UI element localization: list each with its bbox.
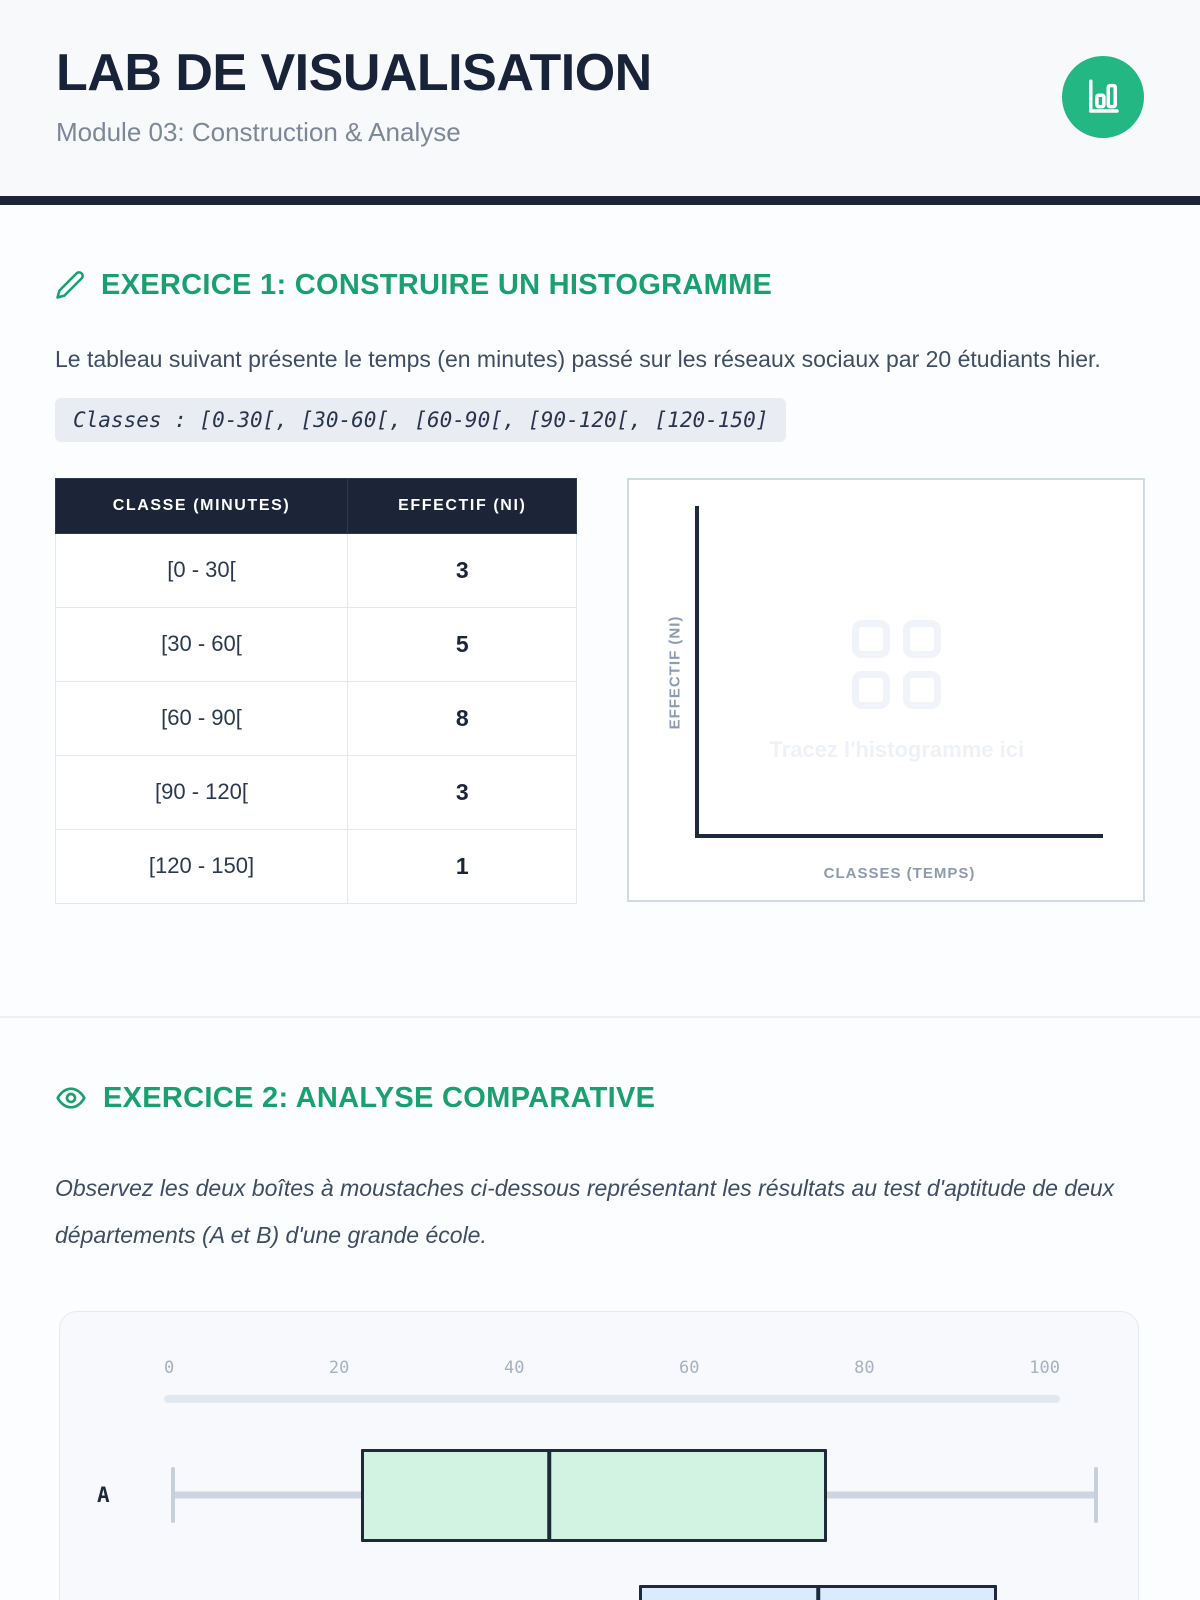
class-cell: [120 - 150]	[54, 828, 349, 904]
exercise-1-section: EXERCICE 1: CONSTRUIRE UN HISTOGRAMME Le…	[54, 269, 1145, 904]
bar-chart-icon	[1089, 79, 1119, 113]
boxplot-row-b: B	[164, 1584, 1060, 1600]
logo-badge	[1062, 55, 1144, 138]
whisker-cap-min	[170, 1467, 175, 1524]
whisker-cap-max	[1093, 1467, 1098, 1524]
boxplot-axis-bar	[164, 1394, 1060, 1403]
axis-tick: 80	[854, 1357, 875, 1378]
effectif-cell: 1	[347, 828, 578, 904]
exercise-1-heading: EXERCICE 1: CONSTRUIRE UN HISTOGRAMME	[55, 269, 1145, 302]
table-row: [30 - 60[ 5	[54, 606, 578, 682]
effectif-cell: 8	[347, 680, 578, 756]
boxplot-axis-ticks: 0 20 40 60 80 100	[164, 1358, 1060, 1378]
median-line	[816, 1584, 820, 1600]
main-content: EXERCICE 1: CONSTRUIRE UN HISTOGRAMME Le…	[0, 269, 1200, 1600]
header-text-block: LAB DE VISUALISATION Module 03: Construc…	[56, 46, 652, 148]
exercise-2-description: Observez les deux boîtes à moustaches ci…	[55, 1174, 1115, 1248]
exercise-2-section: EXERCICE 2: ANALYSE COMPARATIVE Observez…	[55, 1082, 1145, 1600]
header-divider-bar	[0, 195, 1200, 205]
class-cell: [30 - 60[	[54, 606, 349, 682]
effectif-cell: 3	[347, 754, 578, 830]
axis-tick: 40	[503, 1357, 525, 1378]
x-axis-line	[695, 833, 1104, 838]
exercise-2-heading: EXERCICE 2: ANALYSE COMPARATIVE	[55, 1082, 1145, 1115]
column-header-classe: CLASSE (MINUTES)	[54, 477, 349, 534]
boxplot-panel: 0 20 40 60 80 100 A B	[59, 1310, 1139, 1600]
axis-tick: 20	[328, 1357, 350, 1378]
watermark-text: Tracez l'histogramme ici	[769, 736, 1025, 762]
axis-tick: 60	[679, 1357, 700, 1378]
page-title: LAB DE VISUALISATION	[56, 44, 652, 102]
class-cell: [60 - 90[	[54, 680, 349, 756]
exercise-1-title: EXERCICE 1: CONSTRUIRE UN HISTOGRAMME	[101, 268, 773, 301]
median-line	[547, 1448, 552, 1542]
y-axis-label: EFFECTIF (NI)	[666, 615, 684, 730]
table-row: [120 - 150] 1	[54, 828, 578, 904]
table-row: [0 - 30[ 3	[54, 532, 578, 608]
x-axis-label: CLASSES (TEMPS)	[823, 864, 976, 882]
page-subtitle: Module 03: Construction & Analyse	[56, 116, 461, 147]
pencil-icon	[56, 271, 84, 299]
section-divider	[0, 1015, 1200, 1018]
eye-icon	[56, 1087, 86, 1109]
boxplot-row-a: A	[97, 1448, 1098, 1542]
exercise-1-columns: CLASSE (MINUTES) EFFECTIF (NI) [0 - 30[ …	[54, 477, 1145, 904]
table-row: [90 - 120[ 3	[54, 754, 578, 830]
page-header: LAB DE VISUALISATION Module 03: Construc…	[0, 0, 1200, 196]
frequency-table: CLASSE (MINUTES) EFFECTIF (NI) [0 - 30[ …	[54, 477, 578, 904]
series-label: A	[97, 1483, 110, 1508]
exercise-2-title: EXERCICE 2: ANALYSE COMPARATIVE	[103, 1081, 656, 1114]
placeholder-watermark: Tracez l'histogramme ici	[695, 619, 1098, 763]
grid-icon	[852, 619, 942, 709]
column-header-effectif: EFFECTIF (NI)	[347, 477, 578, 534]
box-iqr	[361, 1448, 828, 1542]
effectif-cell: 3	[347, 532, 578, 608]
exercise-1-description: Le tableau suivant présente le temps (en…	[55, 345, 1101, 372]
y-axis-line	[695, 505, 700, 838]
effectif-cell: 5	[347, 606, 578, 682]
histogram-placeholder: EFFECTIF (NI) Tracez l'histogramme ici C…	[627, 477, 1145, 902]
axis-tick: 0	[164, 1357, 175, 1378]
table-header-row: CLASSE (MINUTES) EFFECTIF (NI)	[54, 477, 578, 534]
table-row: [60 - 90[ 8	[54, 680, 578, 756]
class-cell: [0 - 30[	[54, 532, 349, 608]
class-cell: [90 - 120[	[54, 754, 349, 830]
axis-tick: 100	[1029, 1357, 1060, 1378]
classes-code-note: Classes : [0-30[, [30-60[, [60-90[, [90-…	[55, 397, 787, 442]
